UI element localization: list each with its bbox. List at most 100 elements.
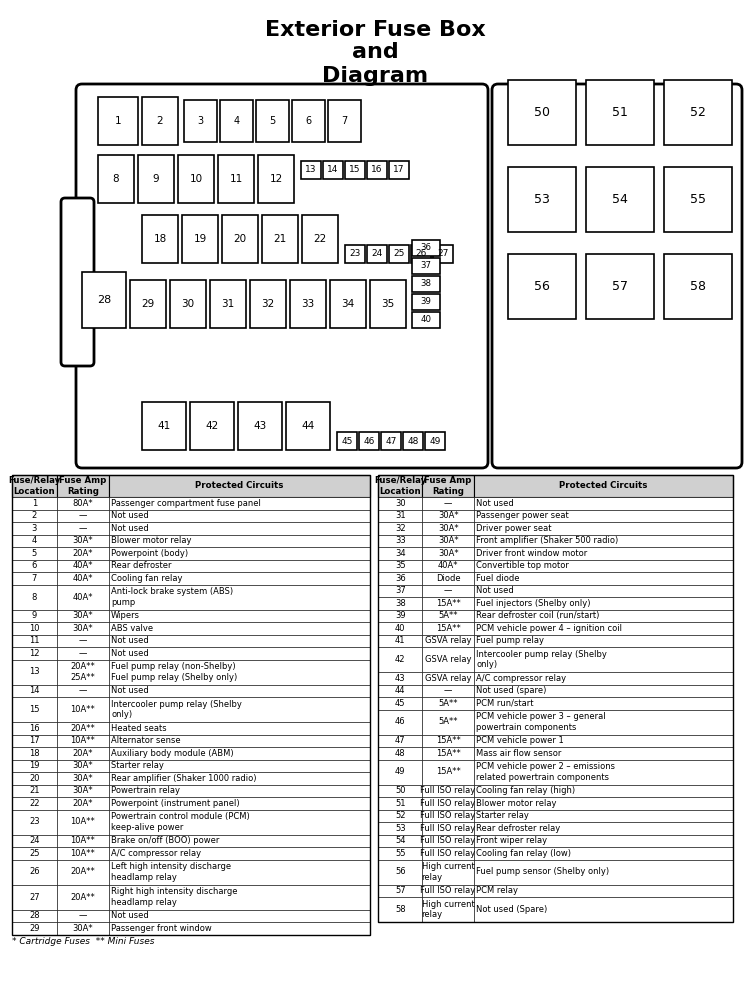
Text: 29: 29 [141, 299, 154, 309]
Bar [57, 797, 109, 810]
Bar [412, 312, 440, 328]
Bar [422, 710, 474, 734]
Bar [378, 622, 422, 635]
Bar [12, 697, 57, 722]
Bar [12, 522, 57, 534]
Text: 15: 15 [350, 165, 361, 174]
Bar [403, 432, 423, 450]
Text: 30A*: 30A* [73, 924, 93, 933]
Bar [359, 432, 379, 450]
Text: 38: 38 [421, 279, 431, 288]
Text: Fuel pump relay (non-Shelby)
Fuel pump relay (Shelby only): Fuel pump relay (non-Shelby) Fuel pump r… [111, 662, 238, 682]
Text: 19: 19 [194, 234, 206, 244]
Text: 57: 57 [612, 280, 628, 293]
Bar [256, 100, 289, 142]
Bar [130, 280, 166, 328]
Bar [109, 497, 370, 510]
Text: 20A*: 20A* [73, 549, 93, 558]
Text: 34: 34 [341, 299, 355, 309]
Text: 34: 34 [394, 549, 406, 558]
Bar [250, 280, 286, 328]
Bar [109, 722, 370, 734]
Text: 36: 36 [394, 574, 406, 583]
Text: 20A*: 20A* [73, 749, 93, 758]
Bar [109, 772, 370, 784]
Bar [286, 402, 330, 450]
Bar [57, 522, 109, 534]
Text: and: and [352, 42, 398, 62]
Text: 13: 13 [305, 165, 316, 174]
Text: 53: 53 [394, 824, 406, 833]
Bar [238, 402, 282, 450]
Bar [12, 722, 57, 734]
Text: PCM run/start: PCM run/start [476, 699, 534, 708]
Text: 35: 35 [394, 561, 406, 570]
Text: Powertrain relay: Powertrain relay [111, 786, 180, 795]
Bar [422, 584, 474, 597]
Bar [12, 922, 57, 934]
Bar [378, 497, 422, 510]
Text: 23: 23 [350, 249, 361, 258]
Text: 37: 37 [421, 261, 431, 270]
Text: 10A**: 10A** [70, 849, 95, 858]
Bar [12, 760, 57, 772]
Text: 30A*: 30A* [438, 536, 458, 545]
Text: Right high intensity discharge
headlamp relay: Right high intensity discharge headlamp … [111, 887, 238, 907]
Bar [664, 80, 732, 145]
Bar [664, 167, 732, 232]
Text: —: — [79, 686, 87, 695]
Bar [210, 280, 246, 328]
Bar [57, 622, 109, 635]
Text: Full ISO relay: Full ISO relay [421, 886, 476, 895]
Bar [378, 597, 422, 609]
Bar [474, 475, 733, 497]
Text: Intercooler pump relay (Shelby
only): Intercooler pump relay (Shelby only) [111, 700, 242, 719]
Bar [422, 522, 474, 534]
Text: Not used: Not used [111, 636, 149, 645]
Text: Wipers: Wipers [111, 611, 140, 620]
Text: 13: 13 [29, 668, 40, 676]
Bar [474, 547, 733, 560]
Bar [422, 684, 474, 697]
Text: Rear amplifier (Shaker 1000 radio): Rear amplifier (Shaker 1000 radio) [111, 774, 256, 783]
Text: 5A**: 5A** [438, 718, 458, 726]
Bar [57, 760, 109, 772]
Text: 52: 52 [690, 106, 706, 119]
Bar [422, 760, 474, 784]
Bar [109, 747, 370, 760]
Text: —: — [79, 649, 87, 658]
Text: 58: 58 [394, 905, 406, 914]
Bar [109, 584, 370, 609]
Text: 36: 36 [421, 243, 431, 252]
Bar [367, 161, 387, 179]
Bar [222, 215, 258, 263]
Bar [378, 697, 422, 710]
Text: 55: 55 [690, 193, 706, 206]
Text: Fuse Amp
Rating: Fuse Amp Rating [59, 476, 106, 496]
Text: 46: 46 [394, 718, 406, 726]
Bar [57, 560, 109, 572]
Text: Diagram: Diagram [322, 66, 428, 86]
Text: GSVA relay: GSVA relay [424, 655, 471, 664]
Text: GSVA relay: GSVA relay [424, 636, 471, 645]
Bar [378, 684, 422, 697]
Bar [12, 609, 57, 622]
Bar [378, 547, 422, 560]
Bar [422, 734, 474, 747]
Bar [474, 609, 733, 622]
Text: 49: 49 [429, 436, 441, 446]
Bar [378, 784, 422, 797]
Bar [57, 497, 109, 510]
Text: Starter relay: Starter relay [111, 761, 164, 770]
Text: 40A*: 40A* [438, 561, 458, 570]
Bar [12, 572, 57, 584]
Text: Front amplifier (Shaker 500 radio): Front amplifier (Shaker 500 radio) [476, 536, 619, 545]
Bar [474, 522, 733, 534]
Text: 51: 51 [612, 106, 628, 119]
Bar [109, 734, 370, 747]
Text: 15A**: 15A** [436, 599, 460, 608]
Bar [378, 584, 422, 597]
Bar [12, 497, 57, 510]
Bar [109, 522, 370, 534]
Bar [57, 747, 109, 760]
